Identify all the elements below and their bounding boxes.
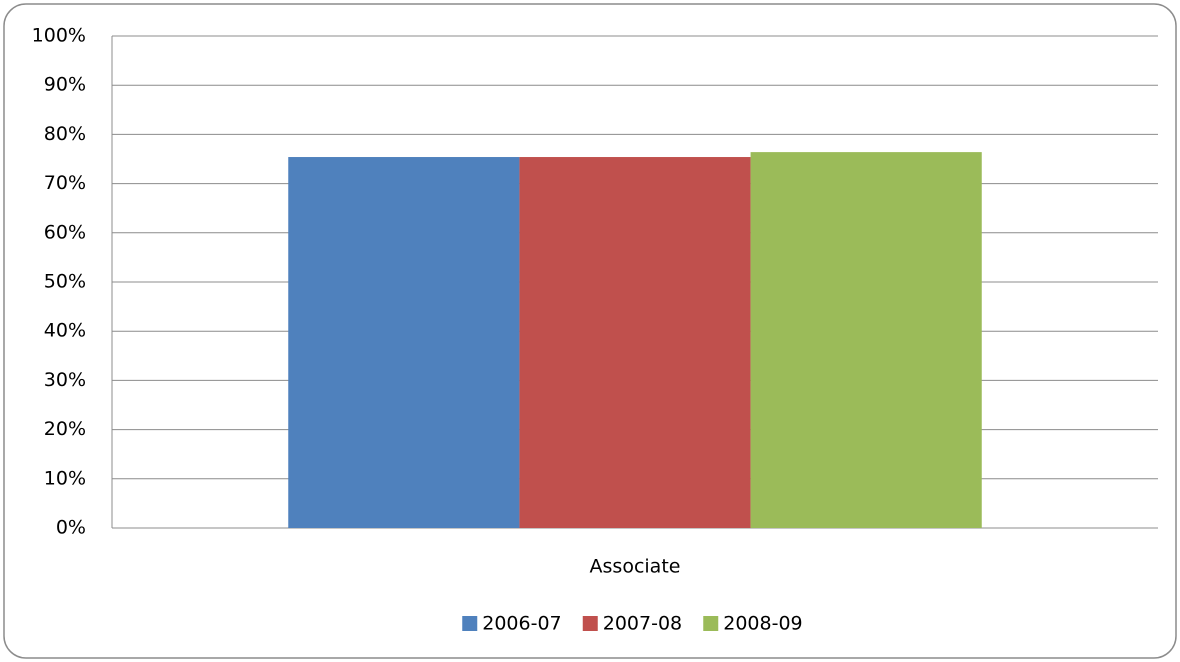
bar [750,152,982,528]
bar [519,157,751,529]
legend-swatch [582,616,598,631]
bar [288,157,520,529]
y-tick-label: 0% [56,517,86,539]
y-tick-label: 70% [44,172,86,194]
legend-label: 2007-08 [603,613,682,635]
y-tick-label: 60% [44,221,86,243]
y-tick-label: 80% [44,123,86,145]
y-tick-label: 20% [44,418,86,440]
y-tick-label: 40% [44,320,86,342]
legend-swatch [462,616,478,631]
y-tick-label: 10% [44,467,86,489]
y-tick-label: 90% [44,74,86,96]
x-tick-label: Associate [590,556,681,578]
legend-swatch [703,616,719,631]
y-tick-label: 30% [44,369,86,391]
y-tick-label: 50% [44,271,86,293]
legend-label: 2006-07 [482,613,561,635]
y-tick-label: 100% [32,25,86,47]
legend-label: 2008-09 [723,613,802,635]
